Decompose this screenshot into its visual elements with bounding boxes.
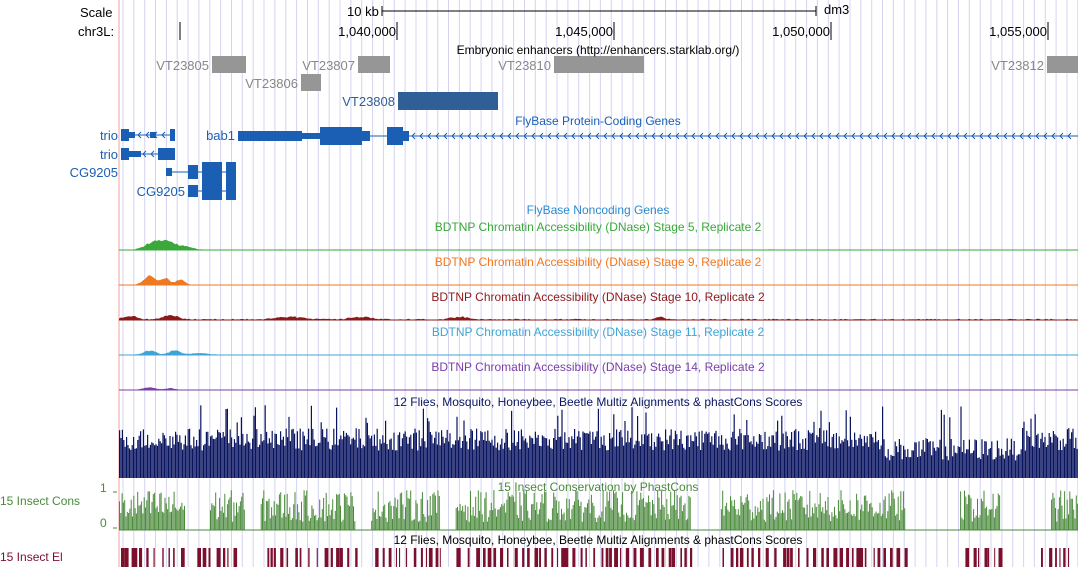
enhancer-label-VT23810: VT23810	[498, 58, 551, 73]
gene-CG9205-1[interactable]	[166, 162, 236, 182]
gene-trio-1[interactable]	[121, 129, 175, 141]
elements-track-title[interactable]: 12 Flies, Mosquito, Honeybee, Beetle Mul…	[393, 533, 803, 547]
dnase-stage10-signal[interactable]	[119, 315, 1078, 320]
position-1050000: 1,050,000	[772, 24, 830, 39]
dnase-stage14-signal[interactable]	[119, 387, 1078, 390]
phastcons-side-label[interactable]: 15 Insect Cons	[0, 494, 81, 508]
enhancer-label-VT23806: VT23806	[245, 76, 298, 91]
enhancer-VT23812[interactable]	[1047, 56, 1078, 73]
chrom-label: chr3L:	[78, 24, 115, 39]
position-1055000: 1,055,000	[989, 24, 1047, 39]
scale-bar	[381, 6, 817, 16]
protein-coding-track-title[interactable]: FlyBase Protein-Coding Genes	[515, 114, 681, 128]
enhancer-label-VT23812: VT23812	[991, 58, 1044, 73]
enhancer-track	[212, 56, 1078, 110]
position-1045000: 1,045,000	[555, 24, 613, 39]
dnase-stage10-title[interactable]: BDTNP Chromatin Accessibility (DNase) St…	[431, 290, 765, 304]
elements-side-label[interactable]: 15 Insect El	[0, 550, 63, 564]
enhancer-VT23806[interactable]	[301, 74, 321, 91]
phastcons-signal[interactable]	[119, 490, 1078, 530]
protein-coding-track	[121, 127, 1078, 200]
gene-label-CG9205-1[interactable]: CG9205	[69, 165, 118, 180]
enhancer-label-VT23807: VT23807	[302, 58, 355, 73]
dnase-stage14-title[interactable]: BDTNP Chromatin Accessibility (DNase) St…	[431, 360, 765, 374]
enhancer-VT23805[interactable]	[212, 56, 246, 73]
position-ruler	[179, 22, 1049, 40]
dnase-stage11-signal[interactable]	[119, 350, 1078, 355]
noncoding-track-title[interactable]: FlyBase Noncoding Genes	[526, 203, 670, 217]
assembly-label: dm3	[824, 2, 850, 17]
enhancer-VT23807[interactable]	[358, 56, 390, 73]
enhancer-VT23808[interactable]	[398, 92, 498, 110]
gene-label-trio-2[interactable]: trio	[99, 147, 118, 162]
position-1040000: 1,040,000	[338, 24, 396, 39]
phastcons-track-title[interactable]: 15 Insect Conservation by PhastCons	[497, 480, 699, 494]
gene-label-CG9205-2[interactable]: CG9205	[136, 184, 185, 199]
gene-label-bab1[interactable]: bab1	[206, 128, 235, 143]
dnase-stage9-signal[interactable]	[119, 275, 1078, 285]
dnase-tracks	[119, 239, 1078, 391]
gene-bab1[interactable]	[238, 127, 1078, 145]
enhancer-track-title[interactable]: Embryonic enhancers (http://enhancers.st…	[456, 43, 740, 57]
dnase-stage11-title[interactable]: BDTNP Chromatin Accessibility (DNase) St…	[431, 325, 765, 339]
enhancer-label-VT23808: VT23808	[342, 94, 395, 109]
phastcons-axis-max: 1	[100, 481, 107, 495]
scale-label: Scale	[80, 5, 113, 20]
gene-label-trio-1[interactable]: trio	[99, 128, 118, 143]
dnase-stage5-signal[interactable]	[119, 239, 1078, 250]
gene-CG9205-2[interactable]	[188, 182, 236, 200]
dnase-stage9-title[interactable]: BDTNP Chromatin Accessibility (DNase) St…	[434, 255, 762, 269]
multiz-signal[interactable]	[119, 405, 1078, 478]
enhancer-VT23810[interactable]	[554, 56, 644, 73]
conserved-elements[interactable]	[121, 548, 1070, 567]
gene-trio-2[interactable]	[121, 148, 175, 160]
dnase-stage5-title[interactable]: BDTNP Chromatin Accessibility (DNase) St…	[434, 220, 762, 234]
enhancer-label-VT23805: VT23805	[156, 58, 209, 73]
scale-bar-value: 10 kb	[347, 4, 379, 19]
multiz-track-title[interactable]: 12 Flies, Mosquito, Honeybee, Beetle Mul…	[393, 395, 803, 409]
phastcons-axis-min: 0	[100, 516, 107, 530]
